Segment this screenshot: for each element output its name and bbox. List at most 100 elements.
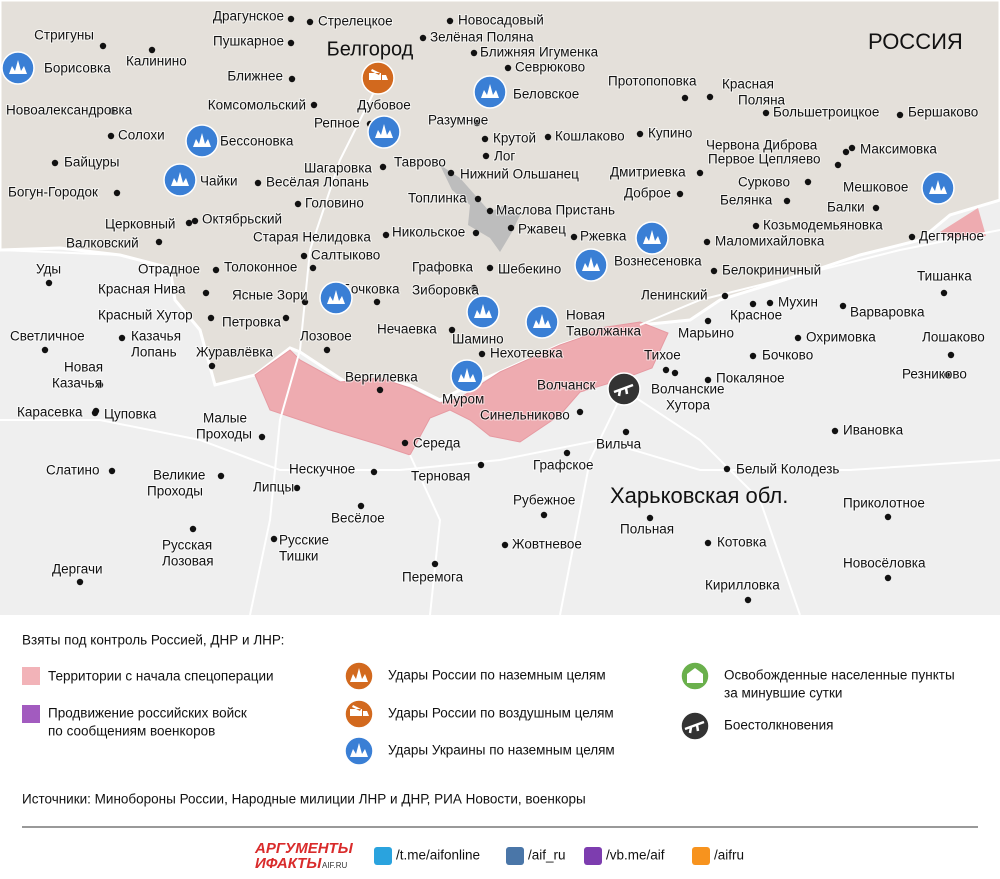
place-label: Хутора xyxy=(666,398,711,413)
place-dot xyxy=(544,133,552,141)
place-dot xyxy=(563,449,571,457)
place-label: Мухин xyxy=(778,295,818,310)
place-dot xyxy=(202,289,210,297)
place-dot xyxy=(373,298,381,306)
place-label: Липцы xyxy=(253,480,294,495)
place-dot xyxy=(749,352,757,360)
place-label: Калинино xyxy=(126,54,187,69)
place-dot xyxy=(208,362,216,370)
place-label: Максимовка xyxy=(860,142,937,157)
place-label: Весёлое xyxy=(331,511,385,526)
legend-label: Боестолкновения xyxy=(724,718,833,733)
place-dot xyxy=(636,130,644,138)
place-label: Жовтневое xyxy=(512,537,582,552)
place-label: Дегтярное xyxy=(919,229,984,244)
sources: Источники: Минобороны России, Народные м… xyxy=(22,792,586,807)
place-dot xyxy=(749,300,757,308)
place-label: Красный Хутор xyxy=(98,308,193,323)
place-dot xyxy=(310,101,318,109)
legend-label: Удары Украины по наземным целям xyxy=(388,743,615,758)
place-dot xyxy=(473,119,481,127)
icon-glyph xyxy=(458,368,476,382)
place-label: Валковский xyxy=(66,236,139,251)
place-dot xyxy=(481,135,489,143)
place-label: Вергилевка xyxy=(345,370,418,385)
place-label: Тишки xyxy=(279,549,318,564)
place-label: Первое Цепляево xyxy=(708,152,821,167)
social-icon[interactable] xyxy=(692,847,710,865)
place-dot xyxy=(486,207,494,215)
place-dot xyxy=(189,525,197,533)
social-icon[interactable] xyxy=(506,847,524,865)
place-dot xyxy=(662,366,670,374)
social-link[interactable]: /aif_ru xyxy=(506,847,566,865)
place-dot xyxy=(839,302,847,310)
place-label: Разумное xyxy=(428,113,488,128)
social-link-text[interactable]: /vb.me/aif xyxy=(606,848,665,863)
map-icon xyxy=(525,305,559,339)
legend-swatch xyxy=(22,667,40,685)
place-label: Зелёная Поляна xyxy=(430,30,534,45)
place-dot xyxy=(478,350,486,358)
place-label: Протопоповка xyxy=(608,74,697,89)
place-dot xyxy=(706,93,714,101)
map-icon xyxy=(635,221,669,255)
city-label: Белгород xyxy=(327,38,414,60)
region-label: Харьковская обл. xyxy=(610,483,788,508)
place-label: Русские xyxy=(279,533,329,548)
place-label: Солохи xyxy=(118,128,165,143)
place-label: Приколотное xyxy=(843,496,925,511)
place-label: Волчанские xyxy=(651,382,725,397)
place-dot xyxy=(848,144,856,152)
legend-swatch xyxy=(22,705,40,723)
place-dot xyxy=(710,267,718,275)
place-dot xyxy=(401,439,409,447)
icon-glyph xyxy=(929,180,947,194)
social-link-text[interactable]: /aifru xyxy=(714,848,744,863)
map-icon xyxy=(450,359,484,393)
place-label: Таволжанка xyxy=(566,324,641,339)
place-label: Русская xyxy=(162,538,212,553)
place-dot xyxy=(212,266,220,274)
place-dot xyxy=(92,407,100,415)
social-icon[interactable] xyxy=(584,847,602,865)
place-dot xyxy=(704,317,712,325)
map-icon xyxy=(607,372,641,406)
place-label: Лозовое xyxy=(300,329,352,344)
icon-glyph xyxy=(171,172,189,186)
legend-label: Территории с начала спецоперации xyxy=(48,669,274,684)
place-label: Проходы xyxy=(196,427,252,442)
place-dot xyxy=(884,574,892,582)
place-dot xyxy=(472,229,480,237)
place-label: Червона Диброва xyxy=(706,138,818,153)
place-label: Новая xyxy=(566,308,605,323)
social-link-text[interactable]: /aif_ru xyxy=(528,848,566,863)
place-label: Кошлаково xyxy=(555,129,625,144)
icon-glyph xyxy=(613,383,634,397)
place-label: Лопань xyxy=(131,345,177,360)
icon-glyph xyxy=(687,668,703,683)
place-dot xyxy=(288,75,296,83)
place-dot xyxy=(108,107,116,115)
social-link-text[interactable]: /t.me/aifonline xyxy=(396,848,480,863)
place-label: Мешковое xyxy=(843,180,908,195)
place-dot xyxy=(504,64,512,72)
place-label: Стригуны xyxy=(34,28,94,43)
place-dot xyxy=(41,346,49,354)
place-label: Казачья xyxy=(52,376,102,391)
social-link[interactable]: /aifru xyxy=(692,847,744,865)
place-dot xyxy=(752,222,760,230)
social-icon[interactable] xyxy=(374,847,392,865)
place-label: Поляна xyxy=(738,93,786,108)
place-dot xyxy=(842,148,850,156)
place-dot xyxy=(447,169,455,177)
social-link[interactable]: /vb.me/aif xyxy=(584,847,665,865)
place-dot xyxy=(576,408,584,416)
legend-heading: Взяты под контроль Россией, ДНР и ЛНР: xyxy=(22,633,284,648)
place-label: Шебекино xyxy=(498,262,561,277)
place-label: Нескучное xyxy=(289,462,355,477)
place-label: Маслова Пристань xyxy=(496,203,615,218)
social-link[interactable]: /t.me/aifonline xyxy=(374,847,480,865)
place-dot xyxy=(382,231,390,239)
place-dot xyxy=(293,484,301,492)
